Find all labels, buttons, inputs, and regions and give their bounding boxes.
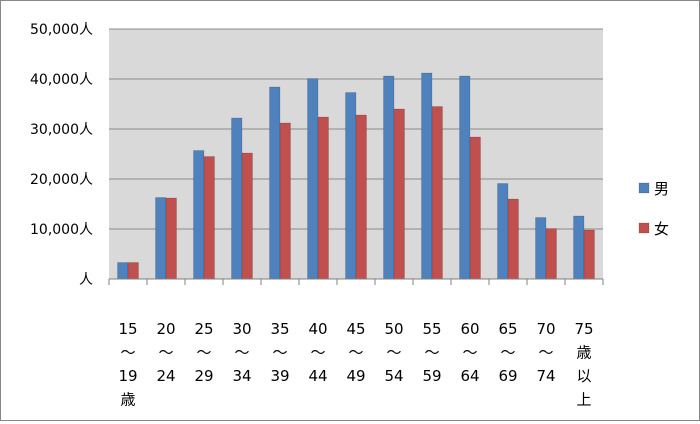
x-tick-label-line: 49 [346,367,365,385]
x-tick-label-line: 75 [574,320,593,338]
legend-swatch [638,182,650,194]
bar-male [573,215,585,280]
x-tick-label-line: 以 [576,367,591,385]
x-tick-label: 45 〜 49 [346,320,365,385]
x-tick-label-line: 〜 [158,344,173,362]
bar-male [535,217,547,280]
bar-male [193,150,205,280]
bar-female [431,106,443,280]
bar-male [345,92,357,280]
bar-female [545,228,557,280]
x-tick-label-line: 25 [194,320,213,338]
x-tick-label-line: 35 [270,320,289,338]
x-tick-label: 40 〜 44 [308,320,327,385]
x-tick-label-line: 〜 [348,344,363,362]
x-tick-label-line: 44 [308,367,327,385]
x-tick-label-line: 54 [384,367,403,385]
x-tick-label-line: 74 [536,367,555,385]
bar-female [279,122,291,280]
bar-female [241,152,253,280]
y-tick-label: 10,000人 [30,222,93,238]
x-tick-label-line: 39 [270,367,289,385]
x-tick-label-line: 30 [232,320,251,338]
x-tick-label-line: 〜 [424,344,439,362]
x-tick-label: 50 〜 54 [384,320,403,385]
x-tick-label-line: 歳 [120,391,135,409]
x-tick-label-line: 〜 [234,344,249,362]
legend-item: 女 [638,220,669,238]
x-tick-label: 60 〜 64 [460,320,479,385]
bar-male [459,75,471,280]
bar-female [355,114,367,280]
bar-female [393,108,405,280]
legend-label: 男 [654,180,669,198]
x-tick-label-line: 55 [422,320,441,338]
bar-female [127,262,139,280]
y-tick-label: 30,000人 [30,122,93,138]
x-tick-label-line: 40 [308,320,327,338]
bar-male [155,197,167,280]
x-tick-label-line: 〜 [538,344,553,362]
x-tick-label-line: 20 [156,320,175,338]
legend-label: 女 [654,220,669,238]
bar-female [165,197,177,280]
y-tick-label: 20,000人 [30,172,93,188]
bar-male [497,183,509,280]
legend-item: 男 [638,180,669,198]
x-tick-label: 15 〜 19 歳 [118,320,137,409]
bar-male [307,78,319,280]
bar-male [383,75,395,280]
y-tick-label: 人 [79,272,93,288]
x-tick-label: 35 〜 39 [270,320,289,385]
x-tick-label-line: 上 [576,391,591,409]
bar-male [421,72,433,280]
bar-female [583,229,595,280]
bar-male [117,262,129,280]
x-tick-label-line: 65 [498,320,517,338]
legend-swatch [638,222,650,234]
x-tick-label-line: 24 [156,367,175,385]
x-tick-label-line: 34 [232,367,251,385]
bar-female [203,156,215,280]
x-tick-label-line: 〜 [196,344,211,362]
x-tick-label: 70 〜 74 [536,320,555,385]
x-tick-label-line: 60 [460,320,479,338]
x-tick-label-line: 〜 [500,344,515,362]
x-tick-label-line: 50 [384,320,403,338]
x-tick-label-line: 59 [422,367,441,385]
x-tick-label-line: 19 [118,367,137,385]
x-tick-label: 25 〜 29 [194,320,213,385]
y-tick-label: 50,000人 [30,22,93,38]
x-tick-label-line: 〜 [386,344,401,362]
bar-male [231,117,243,280]
bar-female [507,198,519,280]
bar-female [469,136,481,280]
x-tick-label: 55 〜 59 [422,320,441,385]
x-tick-label-line: 〜 [462,344,477,362]
x-tick-label-line: 45 [346,320,365,338]
x-tick-label-line: 〜 [310,344,325,362]
bar-male [269,86,281,280]
x-tick-label-line: 15 [118,320,137,338]
x-tick-label: 65 〜 69 [498,320,517,385]
x-tick-label: 30 〜 34 [232,320,251,385]
x-tick-label-line: 69 [498,367,517,385]
x-tick-label-line: 70 [536,320,555,338]
x-tick-label-line: 29 [194,367,213,385]
x-tick-label-line: 歳 [576,344,591,362]
x-tick-label-line: 〜 [120,344,135,362]
x-tick-label: 20 〜 24 [156,320,175,385]
x-tick-label: 75 歳以上 [574,320,593,409]
x-tick-label-line: 64 [460,367,479,385]
x-tick-label-line: 〜 [272,344,287,362]
bar-female [317,116,329,280]
y-tick-label: 40,000人 [30,72,93,88]
